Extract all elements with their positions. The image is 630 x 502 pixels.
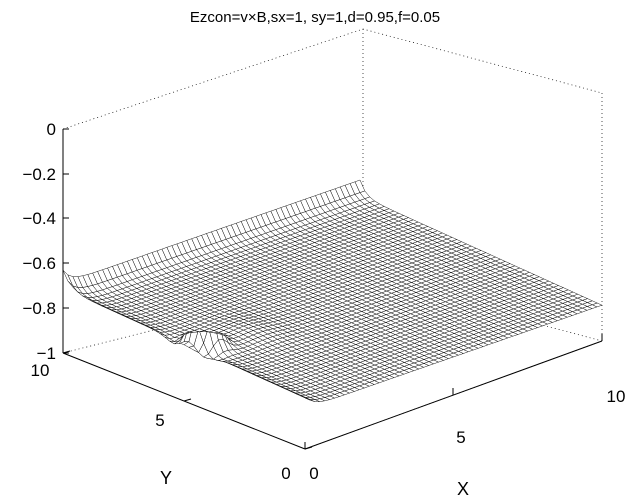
z-tick-label: −0.8	[22, 299, 56, 318]
chart-title: Ezcon=v×B,sx=1, sy=1,d=0.95,f=0.05	[190, 9, 440, 26]
y-tick-label: 10	[31, 361, 50, 380]
surface-mesh	[62, 179, 603, 402]
x-tick-label: 5	[456, 428, 465, 447]
z-tick-label: −0.4	[22, 209, 56, 228]
z-tick-label: −1	[37, 344, 56, 363]
x-ticks: 0 5 10 X	[304, 334, 626, 499]
x-tick-label: 0	[309, 464, 318, 483]
y-tick-label: 0	[281, 464, 290, 483]
x-tick-label: 10	[607, 387, 626, 406]
z-tick-label: 0	[47, 120, 56, 139]
z-ticks: 0 −0.2 −0.4 −0.6 −0.8 −1	[22, 120, 69, 363]
x-axis-label: X	[457, 479, 469, 499]
z-tick-label: −0.6	[22, 254, 56, 273]
mesh-cell	[354, 179, 366, 193]
y-axis-label: Y	[160, 468, 172, 488]
y-tick-label: 5	[155, 411, 164, 430]
y-ticks: 10 5 0 Y	[31, 350, 313, 488]
z-tick-label: −0.2	[22, 165, 56, 184]
